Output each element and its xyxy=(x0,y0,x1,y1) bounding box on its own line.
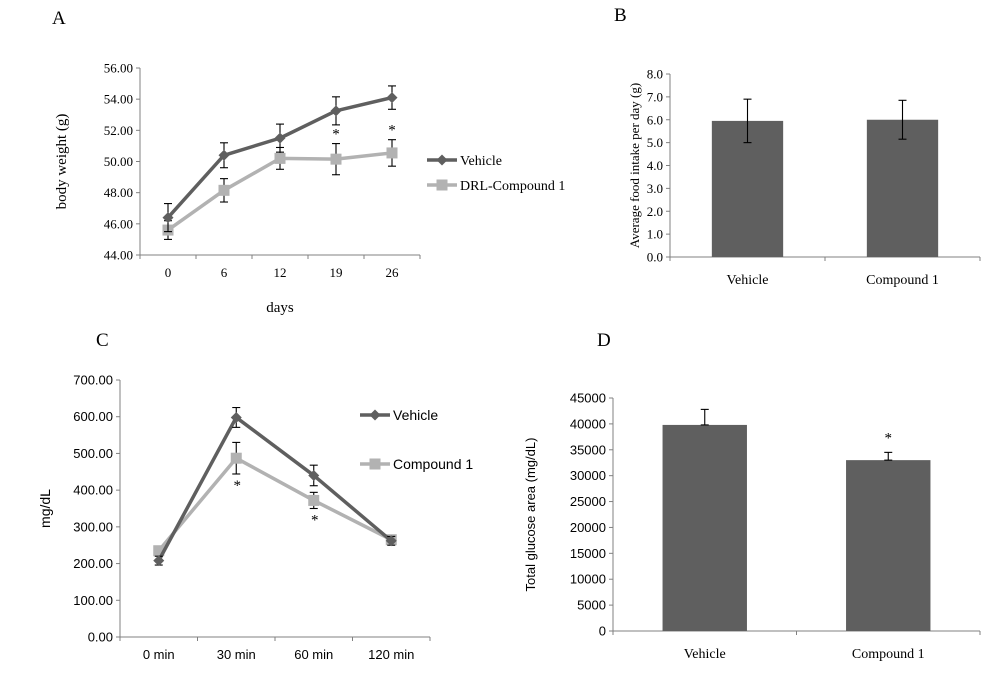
data-point xyxy=(386,147,398,159)
y-tick-label: 100.00 xyxy=(73,593,113,608)
data-point xyxy=(308,469,320,481)
y-tick-label: 6.0 xyxy=(647,112,663,127)
significance-marker: * xyxy=(234,478,242,494)
legend-label: Vehicle xyxy=(393,407,438,423)
y-axis-title: mg/dL xyxy=(37,489,53,528)
data-point xyxy=(274,132,286,144)
significance-marker: * xyxy=(332,127,340,143)
data-point xyxy=(153,555,165,567)
data-point xyxy=(386,92,398,104)
x-tick-label: 60 min xyxy=(294,647,333,662)
y-tick-label: 45000 xyxy=(570,391,606,406)
x-tick-label: 6 xyxy=(221,265,228,280)
y-tick-label: 7.0 xyxy=(647,89,663,104)
data-point xyxy=(369,409,381,421)
x-tick-label: Vehicle xyxy=(684,647,726,662)
y-tick-label: 4.0 xyxy=(647,158,663,173)
bar-compound-1 xyxy=(866,119,939,257)
data-point xyxy=(369,458,381,470)
data-point xyxy=(153,545,165,557)
bar-vehicle xyxy=(711,120,784,257)
data-point xyxy=(230,411,242,423)
y-tick-label: 700.00 xyxy=(73,373,113,388)
y-tick-label: 0 xyxy=(599,624,606,639)
significance-marker: * xyxy=(311,513,319,529)
data-point xyxy=(308,494,320,506)
data-point xyxy=(330,153,342,165)
bar-vehicle xyxy=(662,424,747,631)
y-tick-label: 10000 xyxy=(570,572,606,587)
y-tick-label: 300.00 xyxy=(73,519,113,534)
y-axis-title: Total glucose area (mg/dL) xyxy=(523,438,538,592)
chart-a-body-weight: 44.00 46.00 48.00 50.00 52.00 54.00 56.00 body … xyxy=(54,61,565,317)
panel-letter-a: A xyxy=(52,8,66,29)
y-tick-label: 1.0 xyxy=(647,227,663,242)
legend-label: DRL-Compound 1 xyxy=(460,179,565,194)
y-tick-label: 2.0 xyxy=(647,204,663,219)
x-tick-label: Compound 1 xyxy=(866,273,939,288)
data-point xyxy=(274,152,286,164)
x-tick-label: Compound 1 xyxy=(852,647,925,662)
y-tick-label: 30000 xyxy=(570,468,606,483)
x-tick-label: 26 xyxy=(386,265,400,280)
significance-marker: * xyxy=(885,430,893,446)
panel-letter-c: C xyxy=(96,330,109,351)
y-tick-label: 54.00 xyxy=(104,92,133,107)
x-tick-label: 19 xyxy=(330,265,343,280)
data-point xyxy=(230,452,242,464)
y-tick-label: 400.00 xyxy=(73,483,113,498)
chart-c-glucose-tolerance: 0.00 100.00 200.00 300.00 400.00 500.00 600.00… xyxy=(37,373,473,663)
series-line-compound xyxy=(157,456,393,552)
data-point xyxy=(385,535,397,547)
x-tick-label: Vehicle xyxy=(727,273,769,288)
x-tick-label: 12 xyxy=(274,265,287,280)
y-tick-label: 5000 xyxy=(577,598,606,613)
data-point xyxy=(218,184,230,196)
legend-label: Compound 1 xyxy=(393,456,473,472)
series-line-vehicle xyxy=(157,415,393,562)
y-tick-label: 20000 xyxy=(570,520,606,535)
y-tick-label: 56.00 xyxy=(104,61,133,76)
data-point xyxy=(330,105,342,117)
bar-compound-1 xyxy=(846,460,931,631)
panel-letter-b: B xyxy=(614,5,627,26)
x-tick-label: 0 xyxy=(165,265,172,280)
y-tick-label: 40000 xyxy=(570,416,606,431)
y-tick-label: 8.0 xyxy=(647,67,663,82)
y-axis-title: Average food intake per day (g) xyxy=(627,83,642,248)
y-tick-label: 35000 xyxy=(570,442,606,457)
y-tick-label: 50.00 xyxy=(104,154,133,169)
significance-marker: * xyxy=(388,123,396,139)
y-tick-label: 15000 xyxy=(570,546,606,561)
y-axis-title: body weight (g) xyxy=(54,114,70,210)
y-tick-label: 44.00 xyxy=(104,248,133,263)
y-tick-label: 0.00 xyxy=(88,630,113,645)
y-tick-label: 200.00 xyxy=(73,556,113,571)
y-tick-label: 0.0 xyxy=(647,250,663,265)
x-axis-title: days xyxy=(266,300,294,316)
data-point xyxy=(162,212,174,224)
data-point xyxy=(436,179,448,191)
data-point xyxy=(218,149,230,161)
chart-d-glucose-area: 0 5000 10000 15000 20000 25000 30000 35000 40000… xyxy=(523,391,981,662)
y-tick-label: 52.00 xyxy=(104,123,133,138)
x-tick-label: 120 min xyxy=(368,647,414,662)
x-tick-label: 0 min xyxy=(143,647,175,662)
y-tick-label: 600.00 xyxy=(73,409,113,424)
chart-b-food-intake: 0.0 1.0 2.0 3.0 4.0 5.0 6.0 7.0 8.0 Average food … xyxy=(627,67,981,288)
data-point xyxy=(436,154,448,166)
y-tick-label: 46.00 xyxy=(104,216,133,231)
y-tick-label: 500.00 xyxy=(73,446,113,461)
x-tick-label: 30 min xyxy=(217,647,256,662)
legend-label: Vehicle xyxy=(460,154,502,169)
y-tick-label: 5.0 xyxy=(647,135,663,150)
y-tick-label: 3.0 xyxy=(647,181,663,196)
y-tick-label: 25000 xyxy=(570,494,606,509)
y-tick-label: 48.00 xyxy=(104,185,133,200)
panel-letter-d: D xyxy=(597,330,611,351)
